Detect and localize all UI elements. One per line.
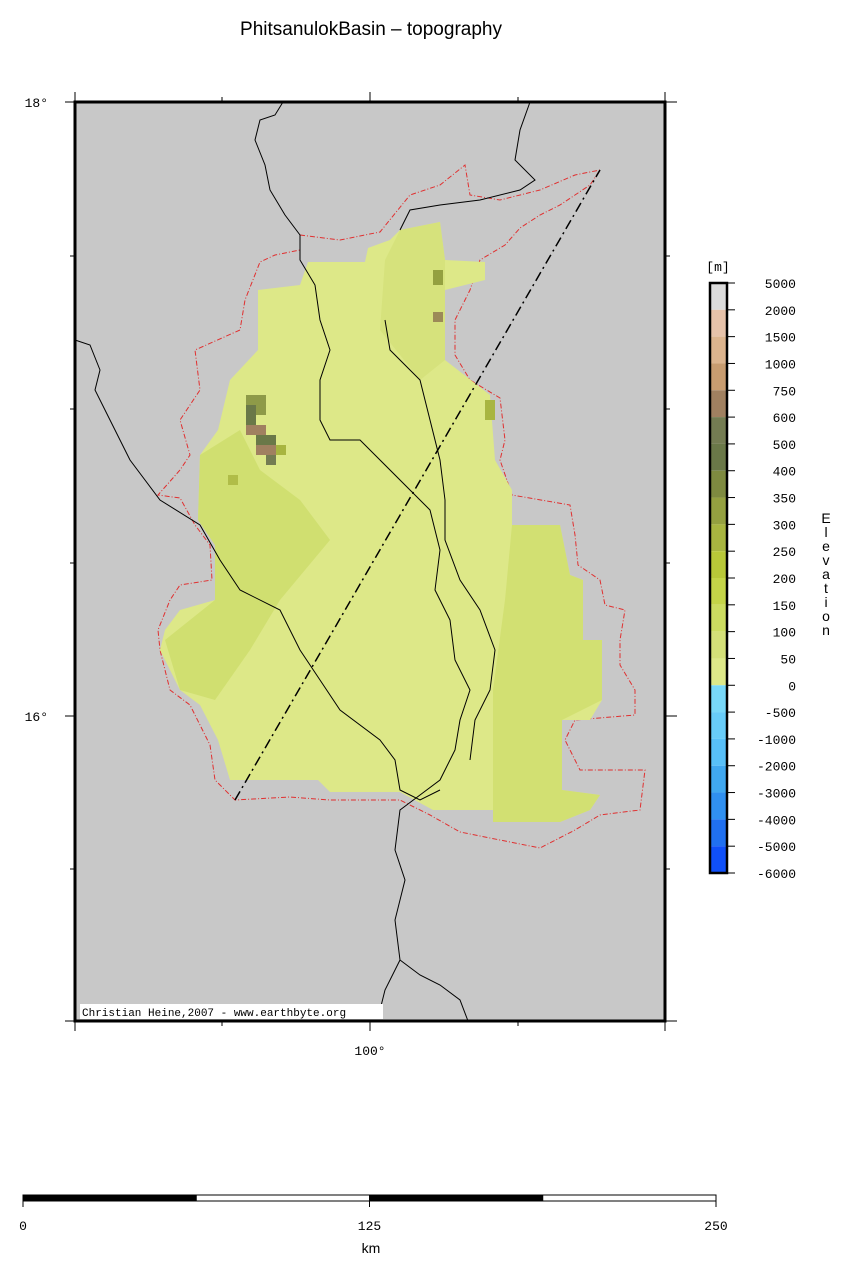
scale-segment (195, 1194, 370, 1202)
colorbar-label: 500 (773, 438, 796, 453)
colorbar-segment (710, 309, 727, 337)
colorbar-segment (710, 712, 727, 739)
scale-label: 250 (704, 1219, 727, 1234)
colorbar-segment (710, 738, 727, 766)
colorbar-segment (710, 846, 727, 873)
elevation-lowland (160, 222, 602, 822)
elevation-uplands-west (165, 430, 330, 700)
lon-label: 100° (354, 1044, 385, 1059)
scale-label: 0 (19, 1219, 27, 1234)
colorbar-segment (710, 819, 727, 847)
cross-section-line (234, 169, 601, 801)
scale-segment (369, 1194, 544, 1202)
colorbar-segment (710, 443, 727, 471)
colorbar-segment (710, 417, 727, 444)
lat-label: 18° (25, 96, 48, 111)
colorbar-segment (710, 685, 727, 713)
colorbar-label: 600 (773, 411, 796, 426)
colorbar-label: 100 (773, 626, 796, 641)
colorbar-label: 1500 (765, 331, 796, 346)
colorbar-segment (710, 792, 727, 820)
colorbar-segment (710, 658, 727, 686)
colorbar-label: -6000 (757, 867, 796, 882)
colorbar-label: -5000 (757, 840, 796, 855)
colorbar-segment (710, 497, 727, 525)
lat-label: 16° (25, 710, 48, 725)
colorbar-label: -2000 (757, 760, 796, 775)
colorbar-label: 50 (780, 652, 796, 667)
colorbar-label: 2000 (765, 304, 796, 319)
colorbar-segment (710, 283, 727, 310)
colorbar-segment (710, 765, 727, 793)
elevation-peaks (228, 270, 495, 485)
colorbar-label: -1000 (757, 733, 796, 748)
scale-segment (22, 1194, 197, 1202)
colorbar-segment (710, 551, 727, 578)
colorbar-label: -500 (765, 706, 796, 721)
elevation-uplands-north (380, 222, 445, 380)
colorbar-label: 750 (773, 384, 796, 399)
colorbar-label: 350 (773, 492, 796, 507)
colorbar-label: 5000 (765, 277, 796, 292)
title: PhitsanulokBasin – topography (240, 19, 502, 40)
colorbar-segment (710, 578, 727, 605)
colorbar-segment (710, 524, 727, 552)
colorbar-label: 300 (773, 518, 796, 533)
colorbar-segment (710, 470, 727, 498)
colorbar-label: 1000 (765, 357, 796, 372)
colorbar-segment (710, 604, 727, 632)
scale-label: 125 (358, 1219, 381, 1234)
colorbar-title: Elevation (818, 510, 834, 636)
credit: Christian Heine,2007 - www.earthbyte.org (82, 1008, 346, 1020)
colorbar-segment (710, 631, 727, 659)
scale-unit: km (362, 1240, 381, 1256)
colorbar-label: 0 (788, 679, 796, 694)
colorbar-label: -4000 (757, 813, 796, 828)
scale-segment (542, 1194, 717, 1202)
colorbar-label: -3000 (757, 787, 796, 802)
colorbar-segment (710, 336, 727, 364)
colorbar-unit: [m] (706, 260, 729, 275)
elevation-uplands-east (493, 525, 602, 822)
colorbar-segment (710, 390, 727, 418)
rivers-and-borders (74, 101, 536, 1022)
frame-ticks (65, 92, 677, 1031)
colorbar-label: 250 (773, 545, 796, 560)
colorbar-segment (710, 363, 727, 391)
colorbar-label: 150 (773, 599, 796, 614)
basin-outline (157, 164, 646, 849)
credit-box (80, 1004, 383, 1019)
colorbar-label: 400 (773, 465, 796, 480)
colorbar-label: 200 (773, 572, 796, 587)
